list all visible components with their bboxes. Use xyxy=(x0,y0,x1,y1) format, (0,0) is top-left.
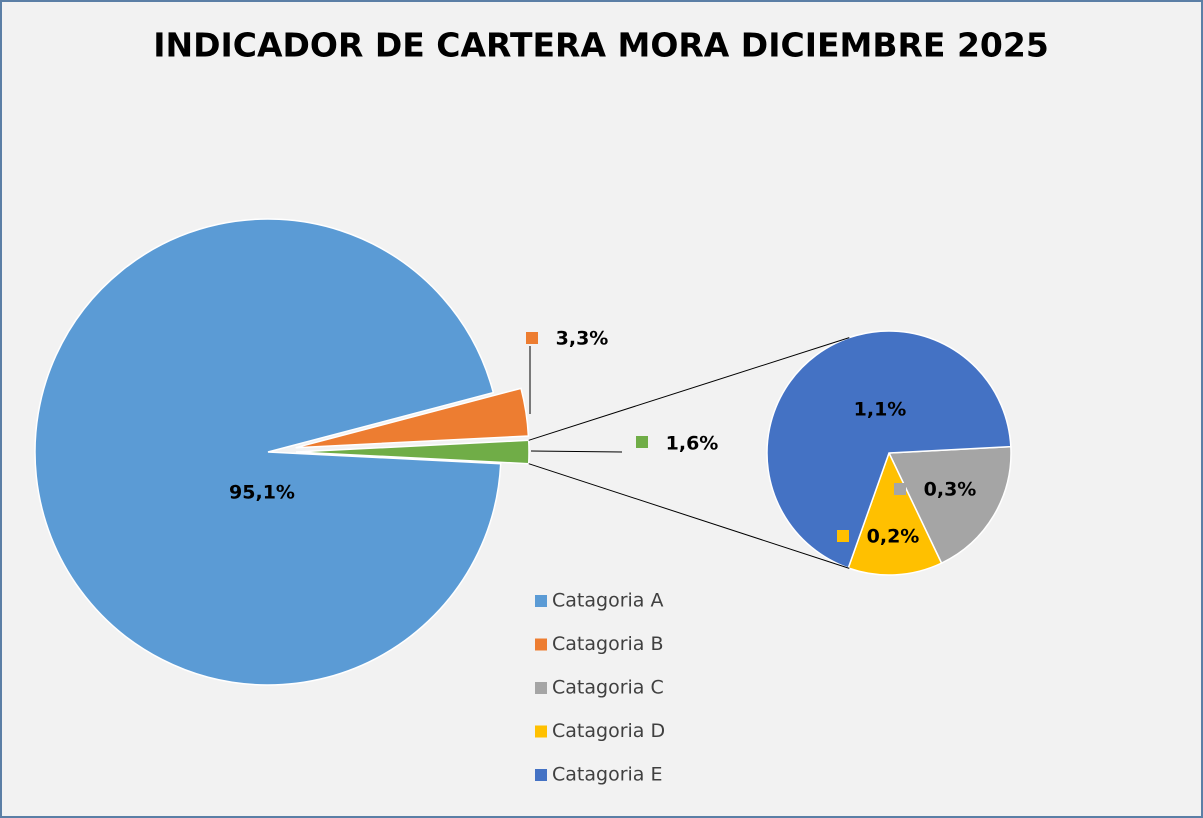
label-key xyxy=(894,483,906,495)
label-key xyxy=(636,436,648,448)
connector-line xyxy=(528,463,850,569)
connector-line xyxy=(528,337,850,441)
legend-label: Catagoria E xyxy=(552,764,662,786)
data-label: 95,1% xyxy=(229,482,295,504)
chart-title: INDICADOR DE CARTERA MORA DICIEMBRE 2025 xyxy=(153,26,1049,65)
legend-label: Catagoria C xyxy=(552,677,664,699)
pie-slice xyxy=(847,451,943,576)
legend-label: Catagoria B xyxy=(552,633,664,655)
data-label: 0,3% xyxy=(924,479,977,501)
legend-swatch xyxy=(535,595,547,607)
legend-swatch xyxy=(535,682,547,694)
data-label: 3,3% xyxy=(556,328,609,350)
legend-swatch xyxy=(535,638,547,651)
label-key xyxy=(837,530,849,542)
pie-slice xyxy=(295,439,530,465)
data-label: 1,1% xyxy=(854,399,907,421)
pie-slice xyxy=(295,387,530,449)
pie-slice xyxy=(34,218,502,686)
legend-label: Catagoria D xyxy=(552,720,665,742)
legend-swatch xyxy=(535,725,547,738)
pie-slice xyxy=(887,445,1012,565)
pie-slice xyxy=(766,330,1012,569)
legend-swatch xyxy=(535,769,547,781)
legend-label: Catagoria A xyxy=(552,590,663,612)
label-key xyxy=(526,332,538,344)
data-label: 0,2% xyxy=(867,526,920,548)
data-label: 1,6% xyxy=(666,433,719,455)
leader-line xyxy=(530,450,623,453)
